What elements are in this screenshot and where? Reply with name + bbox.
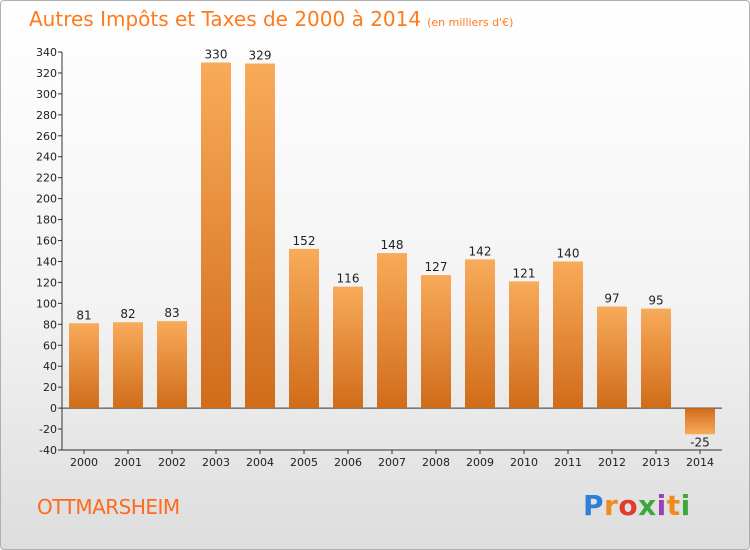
value-label-2007: 148 <box>381 238 404 252</box>
chart-title-text: Autres Impôts et Taxes de 2000 à 2014 <box>29 7 422 31</box>
y-tick-label: 140 <box>36 255 57 268</box>
y-tick-label: -20 <box>39 423 57 436</box>
x-tick-label-2003: 2003 <box>202 456 230 469</box>
bar-2010 <box>509 281 539 409</box>
value-label-2011: 140 <box>557 246 580 260</box>
bar-2004 <box>245 63 275 409</box>
bar-2013 <box>641 308 671 409</box>
y-tick-label: 340 <box>36 46 57 59</box>
value-label-2001: 82 <box>120 307 135 321</box>
bar-2009 <box>465 259 495 409</box>
y-tick-label: 280 <box>36 109 57 122</box>
chart-unit: (en milliers d'€) <box>427 16 514 29</box>
value-label-2003: 330 <box>205 47 228 61</box>
chart-title: Autres Impôts et Taxes de 2000 à 2014 (en… <box>29 7 513 31</box>
bar-2006 <box>333 286 363 409</box>
value-label-2000: 81 <box>76 308 91 322</box>
bar-2002 <box>157 321 187 409</box>
y-tick-label: 200 <box>36 193 57 206</box>
bar-2001 <box>113 322 143 409</box>
value-label-2013: 95 <box>648 294 663 308</box>
value-labels: 81 82 83 330 329 152 116 148 127 142 121 140 97 95 -25 <box>76 47 709 449</box>
y-tick-label: 260 <box>36 130 57 143</box>
x-tick-label-2004: 2004 <box>246 456 274 469</box>
y-tick-label: 300 <box>36 88 57 101</box>
y-tick-label: 40 <box>43 360 57 373</box>
y-tick-label: 220 <box>36 172 57 185</box>
y-tick-label: 160 <box>36 235 57 248</box>
bar-2011 <box>553 261 583 409</box>
value-label-2009: 142 <box>469 244 492 258</box>
value-label-2006: 116 <box>337 272 360 286</box>
y-tick-label: -40 <box>39 444 57 457</box>
y-tick-label: 20 <box>43 381 57 394</box>
bar-2003 <box>201 62 231 409</box>
x-tick-label-2006: 2006 <box>334 456 362 469</box>
x-tick-label-2002: 2002 <box>158 456 186 469</box>
bar-2014 <box>685 408 715 435</box>
y-tick-label: 120 <box>36 276 57 289</box>
x-tick-label-2005: 2005 <box>290 456 318 469</box>
x-tick-label-2013: 2013 <box>642 456 670 469</box>
bar-2005 <box>289 248 319 409</box>
x-tick-label-2008: 2008 <box>422 456 450 469</box>
y-tick-label: 60 <box>43 339 57 352</box>
x-tick-label-2010: 2010 <box>510 456 538 469</box>
axes: -40 -20 0 20 40 60 80 100 120 140 160 180 200 220 240 2… <box>36 46 722 469</box>
y-tick-label: 240 <box>36 151 57 164</box>
value-label-2002: 83 <box>164 306 179 320</box>
x-tick-label-2001: 2001 <box>114 456 142 469</box>
y-tick-label: 180 <box>36 214 57 227</box>
value-label-2012: 97 <box>604 292 619 306</box>
y-tick-label: 80 <box>43 318 57 331</box>
value-label-2004: 329 <box>249 49 272 63</box>
value-label-2008: 127 <box>425 260 448 274</box>
x-tick-label-2012: 2012 <box>598 456 626 469</box>
city-name: OTTMARSHEIM <box>37 495 180 519</box>
proxiti-logo[interactable]: Proxiti <box>583 489 691 522</box>
x-tick-label-2014: 2014 <box>686 456 714 469</box>
value-label-2014: -25 <box>690 435 710 449</box>
x-tick-label-2007: 2007 <box>378 456 406 469</box>
y-tick-label: 0 <box>50 402 57 415</box>
bar-2000 <box>69 323 99 409</box>
x-tick-label-2011: 2011 <box>554 456 582 469</box>
x-tick-label-2009: 2009 <box>466 456 494 469</box>
bar-2012 <box>597 306 627 409</box>
value-label-2010: 121 <box>513 266 536 280</box>
bar-2008 <box>421 275 451 409</box>
y-tick-label: 320 <box>36 67 57 80</box>
value-label-2005: 152 <box>293 234 316 248</box>
x-tick-label-2000: 2000 <box>70 456 98 469</box>
bars <box>69 62 715 435</box>
bar-2007 <box>377 253 407 409</box>
y-tick-label: 100 <box>36 297 57 310</box>
